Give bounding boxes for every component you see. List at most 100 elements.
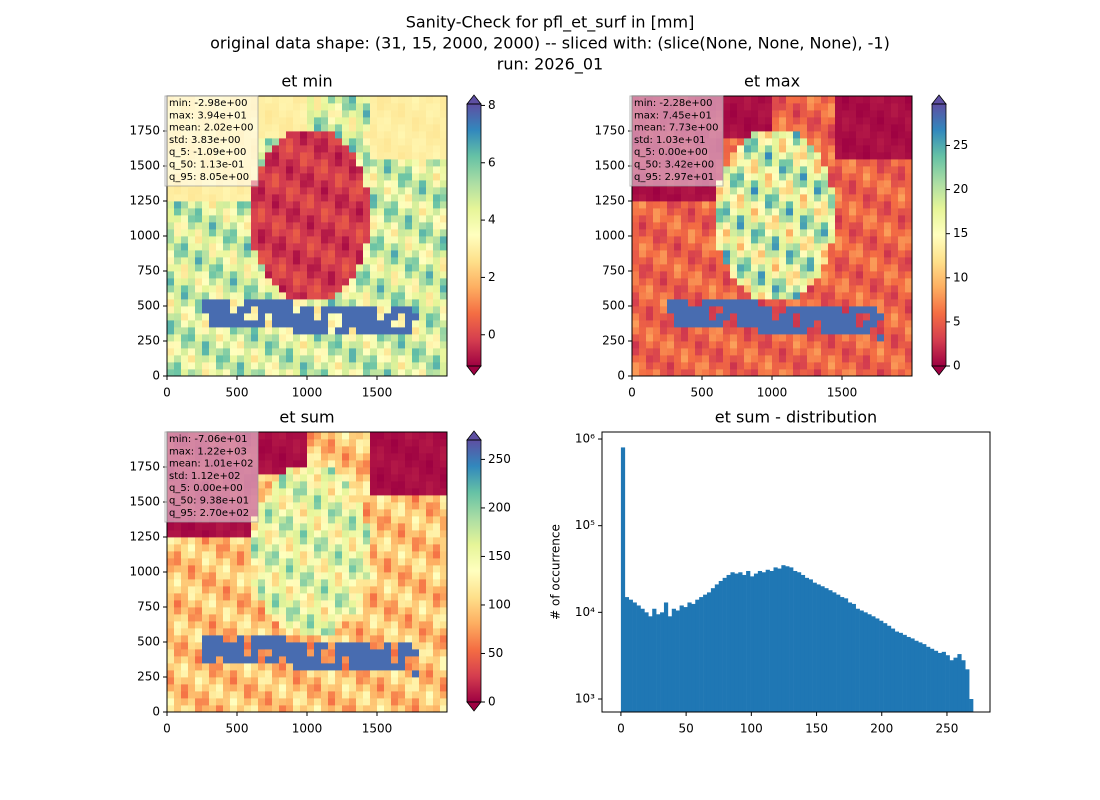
heatmap-cell: [905, 103, 913, 111]
heatmap-cell: [293, 236, 301, 244]
heatmap-cell: [653, 194, 661, 202]
heatmap-cell: [898, 103, 906, 111]
heatmap-cell: [884, 208, 892, 216]
heatmap-cell: [286, 705, 294, 713]
heatmap-cell: [342, 306, 350, 314]
heatmap-cell: [391, 670, 399, 678]
heatmap-cell: [905, 236, 913, 244]
heatmap-cell: [328, 684, 336, 692]
heatmap-cell: [356, 285, 364, 293]
heatmap-cell: [398, 299, 406, 307]
heatmap-cell: [800, 124, 808, 132]
heatmap-cell: [279, 222, 287, 230]
heatmap-cell: [751, 362, 759, 370]
heatmap-cell: [223, 313, 231, 321]
heatmap-cell: [181, 684, 189, 692]
heatmap-cell: [181, 593, 189, 601]
heatmap-cell: [209, 607, 217, 615]
heatmap-cell: [674, 222, 682, 230]
heatmap-cell: [772, 355, 780, 363]
heatmap-cell: [884, 278, 892, 286]
heatmap-cell: [849, 110, 857, 118]
heatmap-cell: [335, 453, 343, 461]
heatmap-cell: [342, 586, 350, 594]
heatmap-cell: [744, 348, 752, 356]
heatmap-cell: [716, 215, 724, 223]
heatmap-cell: [744, 152, 752, 160]
heatmap-cell: [342, 705, 350, 713]
heatmap-cell: [384, 341, 392, 349]
heatmap-cell: [328, 229, 336, 237]
heatmap-cell: [216, 691, 224, 699]
heatmap-cell: [849, 236, 857, 244]
heatmap-cell: [342, 544, 350, 552]
heatmap-cell: [398, 369, 406, 377]
heatmap-cell: [744, 299, 752, 307]
heatmap-cell: [646, 355, 654, 363]
heatmap-cell: [891, 299, 899, 307]
heatmap-cell: [856, 124, 864, 132]
heatmap-cell: [398, 250, 406, 258]
heatmap-cell: [335, 621, 343, 629]
heatmap-cell: [167, 313, 175, 321]
heatmap-cell: [440, 579, 448, 587]
heatmap-cell: [342, 257, 350, 265]
heatmap-cell: [279, 649, 287, 657]
heatmap-cell: [426, 334, 434, 342]
heatmap-cell: [181, 215, 189, 223]
heatmap-cell: [772, 222, 780, 230]
heatmap-cell: [632, 201, 640, 209]
heatmap-cell: [216, 362, 224, 370]
heatmap-cell: [758, 292, 766, 300]
heatmap-cell: [328, 96, 336, 104]
stats-background: [164, 431, 259, 523]
heatmap-cell: [744, 257, 752, 265]
heatmap-cell: [737, 222, 745, 230]
heatmap-cell: [188, 635, 196, 643]
heatmap-cell: [384, 586, 392, 594]
heatmap-cell: [433, 481, 441, 489]
heatmap-cell: [300, 229, 308, 237]
heatmap-cell: [307, 355, 315, 363]
heatmap-cell: [807, 257, 815, 265]
heatmap-cell: [300, 481, 308, 489]
heatmap-cell: [258, 446, 266, 454]
heatmap-cell: [370, 285, 378, 293]
heatmap-cell: [891, 243, 899, 251]
heatmap-cell: [870, 208, 878, 216]
heatmap-cell: [758, 334, 766, 342]
heatmap-cell: [174, 677, 182, 685]
heatmap-cell: [272, 110, 280, 118]
heatmap-cell: [730, 362, 738, 370]
heatmap-cell: [405, 292, 413, 300]
heatmap-cell: [835, 145, 843, 153]
heatmap-cell: [342, 502, 350, 510]
heatmap-cell: [765, 138, 773, 146]
heatmap-cell: [765, 131, 773, 139]
heatmap-cell: [849, 278, 857, 286]
heatmap-cell: [398, 544, 406, 552]
heatmap-cell: [349, 194, 357, 202]
heatmap-cell: [265, 278, 273, 286]
heatmap-cell: [321, 537, 329, 545]
heatmap-cell: [300, 96, 308, 104]
heatmap-cell: [293, 551, 301, 559]
heatmap-cell: [377, 677, 385, 685]
heatmap-cell: [391, 453, 399, 461]
heatmap-cell: [814, 327, 822, 335]
heatmap-cell: [419, 677, 427, 685]
heatmap-cell: [356, 166, 364, 174]
heatmap-cell: [800, 348, 808, 356]
heatmap-cell: [412, 110, 420, 118]
heatmap-cell: [384, 530, 392, 538]
heatmap-cell: [793, 96, 801, 104]
heatmap-cell: [279, 145, 287, 153]
heatmap-cell: [695, 229, 703, 237]
heatmap-cell: [723, 271, 731, 279]
heatmap-cell: [181, 236, 189, 244]
heatmap-cell: [702, 369, 710, 377]
heatmap-cell: [751, 369, 759, 377]
y-tick-label: 1500: [129, 159, 160, 173]
heatmap-cell: [279, 138, 287, 146]
heatmap-cell: [779, 194, 787, 202]
